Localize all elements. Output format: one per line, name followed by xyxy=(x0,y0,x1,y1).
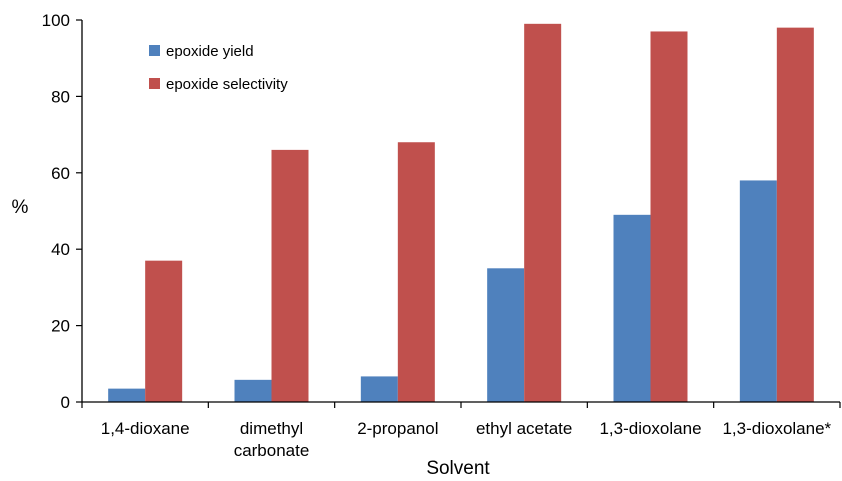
x-category-label: 1,3-dioxolane xyxy=(599,419,701,438)
bar-epoxide-yield-1 xyxy=(108,388,146,402)
x-category-label: ethyl acetate xyxy=(476,419,572,438)
x-category-label: 1,4-dioxane xyxy=(101,419,190,438)
x-category-label: 1,3-dioxolane* xyxy=(722,419,831,438)
bar-epoxide-selectivity-3 xyxy=(397,142,435,403)
y-tick-label: 100 xyxy=(42,11,70,30)
bar-epoxide-yield-5 xyxy=(613,214,651,402)
legend-label-epoxide-yield: epoxide yield xyxy=(166,43,254,60)
bar-epoxide-selectivity-6 xyxy=(776,27,814,402)
legend-swatch-epoxide-selectivity xyxy=(149,78,160,89)
y-axis-title: % xyxy=(12,197,29,218)
x-axis-title: Solvent xyxy=(426,458,490,479)
bar-epoxide-yield-3 xyxy=(360,376,398,402)
legend-swatch-epoxide-yield xyxy=(149,45,160,56)
bar-epoxide-yield-6 xyxy=(739,180,777,402)
y-tick-label: 0 xyxy=(61,393,70,412)
x-category-label: 2-propanol xyxy=(357,419,438,438)
axes-layer xyxy=(81,20,841,408)
bar-epoxide-yield-4 xyxy=(487,268,525,402)
bar-epoxide-selectivity-2 xyxy=(271,149,309,402)
x-category-label: dimethyl carbonate xyxy=(234,419,310,460)
y-tick-label: 40 xyxy=(51,240,70,259)
category-labels-layer: 1,4-dioxane dimethyl carbonate 2-propanol et… xyxy=(101,419,832,460)
y-ticks-layer: 0 20 40 60 80 100 xyxy=(42,11,82,412)
bar-epoxide-selectivity-1 xyxy=(145,260,183,402)
bar-epoxide-selectivity-5 xyxy=(650,31,688,403)
y-tick-label: 60 xyxy=(51,164,70,183)
y-tick-label: 80 xyxy=(51,87,70,106)
legend-label-epoxide-selectivity: epoxide selectivity xyxy=(166,76,288,93)
y-tick-label: 20 xyxy=(51,317,70,336)
legend: epoxide yield epoxide selectivity xyxy=(149,43,288,93)
bar-epoxide-selectivity-4 xyxy=(524,23,562,402)
bar-epoxide-yield-2 xyxy=(234,379,272,402)
bars-layer xyxy=(108,23,814,403)
